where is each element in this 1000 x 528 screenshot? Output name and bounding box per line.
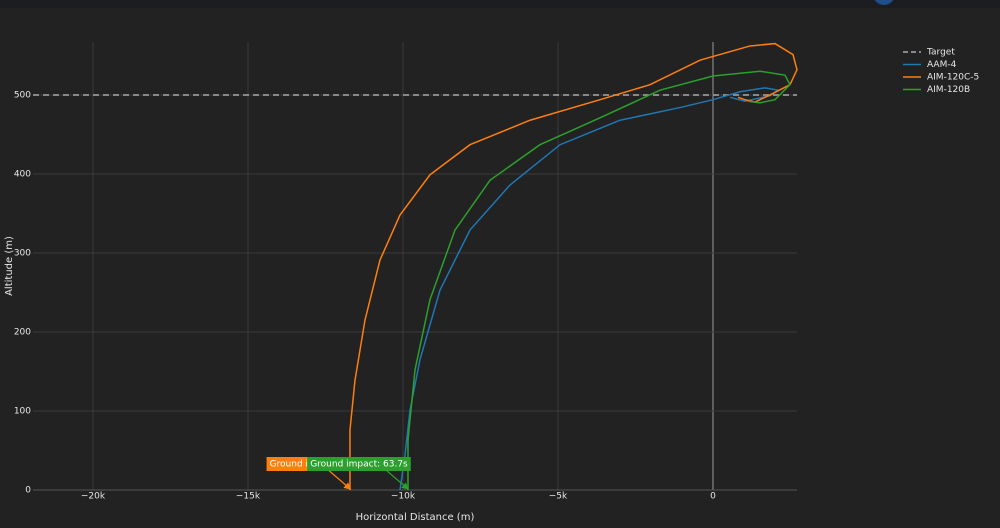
x-tick-label: 0 <box>710 492 716 502</box>
legend-label: AAM-4 <box>927 60 957 70</box>
x-tick-label: −20k <box>81 492 106 502</box>
legend-label: Target <box>926 48 955 58</box>
annotation-arrow <box>385 469 409 490</box>
legend-label: AIM-120B <box>927 85 970 95</box>
x-tick-label: −5k <box>549 492 568 502</box>
y-tick-label: 100 <box>14 406 31 416</box>
x-tick-label: −10k <box>391 492 416 502</box>
series-line <box>407 70 791 490</box>
annotation: Ground impact: 63.7s <box>307 457 411 471</box>
top-bar <box>0 0 1000 8</box>
annotation-arrow <box>327 469 352 490</box>
series-line <box>349 42 798 490</box>
annotation-text: Ground impac <box>270 460 333 470</box>
y-axis-title: Altitude (m) <box>4 236 15 296</box>
y-tick-label: 300 <box>14 248 31 258</box>
series-line <box>399 87 780 491</box>
legend-label: AIM-120C-5 <box>927 73 979 83</box>
avatar[interactable] <box>873 0 895 5</box>
x-axis-title: Horizontal Distance (m) <box>356 512 475 523</box>
y-tick-label: 200 <box>14 327 31 337</box>
annotation-box <box>307 457 411 471</box>
annotation-text: Ground impact: 63.7s <box>310 460 408 470</box>
y-tick-label: 400 <box>14 169 31 179</box>
y-tick-label: 0 <box>25 486 31 496</box>
x-tick-label: −15k <box>236 492 261 502</box>
y-tick-label: 500 <box>14 90 31 100</box>
